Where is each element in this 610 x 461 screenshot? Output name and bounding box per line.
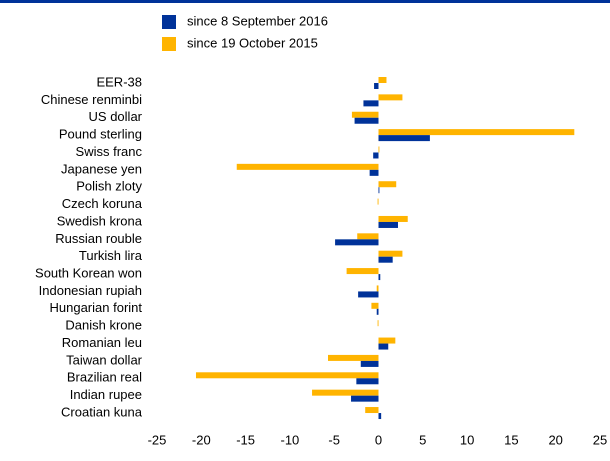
- legend-label: since 8 September 2016: [187, 13, 328, 28]
- bar: [378, 146, 380, 153]
- bar: [357, 233, 379, 240]
- y-tick-label: Polish zloty: [76, 179, 142, 194]
- x-tick-label: -15: [236, 432, 255, 447]
- y-tick-label: Romanian leu: [62, 335, 142, 350]
- legend-swatch: [162, 37, 176, 51]
- bar: [378, 413, 382, 420]
- bar: [312, 389, 379, 396]
- bar: [378, 250, 403, 257]
- x-tick-label: -5: [328, 432, 340, 447]
- y-tick-label: Hungarian forint: [50, 300, 143, 315]
- bar: [369, 169, 379, 176]
- bar: [371, 302, 379, 309]
- bar: [378, 94, 403, 101]
- bar: [378, 215, 408, 222]
- x-tick-label: 20: [548, 432, 562, 447]
- x-tick-label: 0: [375, 432, 382, 447]
- y-tick-label: Croatian kuna: [61, 404, 143, 419]
- bar: [195, 372, 379, 379]
- y-tick-label: Taiwan dollar: [66, 352, 143, 367]
- bar: [376, 285, 379, 292]
- bar: [378, 221, 398, 228]
- bar: [378, 274, 381, 281]
- bar: [378, 129, 575, 136]
- bar: [354, 117, 379, 124]
- y-tick-label: Russian rouble: [55, 231, 142, 246]
- y-tick-label: Turkish lira: [79, 248, 143, 263]
- bar: [236, 163, 379, 170]
- y-tick-label: Japanese yen: [61, 161, 142, 176]
- y-tick-label: South Korean won: [35, 266, 142, 281]
- bar: [378, 337, 396, 344]
- x-tick-label: 10: [460, 432, 474, 447]
- y-tick-label: Pound sterling: [59, 127, 142, 142]
- bar: [365, 407, 379, 414]
- bar: [360, 360, 379, 367]
- bar: [346, 268, 379, 275]
- x-tick-label: -10: [281, 432, 300, 447]
- legend-swatch: [162, 15, 176, 29]
- y-tick-label: Czech koruna: [62, 196, 143, 211]
- bar: [377, 320, 379, 327]
- y-tick-label: Indonesian rupiah: [39, 283, 142, 298]
- bar: [335, 239, 379, 246]
- y-tick-label: US dollar: [89, 109, 143, 124]
- y-tick-label: EER-38: [96, 74, 142, 89]
- x-tick-label: 25: [593, 432, 607, 447]
- x-tick-label: 15: [504, 432, 518, 447]
- bar: [327, 354, 379, 361]
- y-tick-label: Chinese renminbi: [41, 92, 142, 107]
- y-tick-label: Swedish krona: [57, 213, 143, 228]
- x-tick-label: 5: [419, 432, 426, 447]
- bar: [376, 308, 379, 315]
- bar: [378, 187, 380, 194]
- y-tick-label: Brazilian real: [67, 370, 142, 385]
- bar: [378, 135, 430, 142]
- bar: [378, 181, 397, 188]
- x-tick-label: -25: [148, 432, 167, 447]
- legend-label: since 19 October 2015: [187, 35, 318, 50]
- x-tick-label: -20: [192, 432, 211, 447]
- bar: [356, 378, 379, 385]
- y-tick-label: Danish krone: [65, 318, 142, 333]
- bar: [378, 256, 393, 263]
- bar: [378, 343, 389, 350]
- y-tick-label: Swiss franc: [76, 144, 143, 159]
- bar: [363, 100, 379, 107]
- bar: [378, 77, 387, 83]
- bar: [374, 83, 379, 89]
- bar: [351, 395, 379, 402]
- bar: [358, 291, 379, 298]
- y-tick-label: Indian rupee: [70, 387, 142, 402]
- top-rule: [0, 0, 610, 3]
- bar: [377, 198, 379, 205]
- bar: [351, 111, 379, 118]
- bar: [373, 152, 379, 159]
